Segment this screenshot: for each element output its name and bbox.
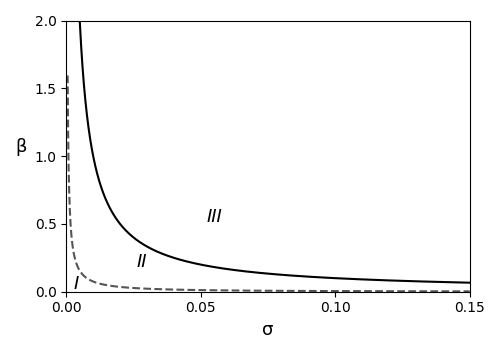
Text: I: I (73, 275, 78, 293)
Text: III: III (206, 208, 222, 226)
Text: II: II (136, 253, 147, 271)
X-axis label: σ: σ (262, 321, 274, 339)
Y-axis label: β: β (15, 138, 26, 156)
